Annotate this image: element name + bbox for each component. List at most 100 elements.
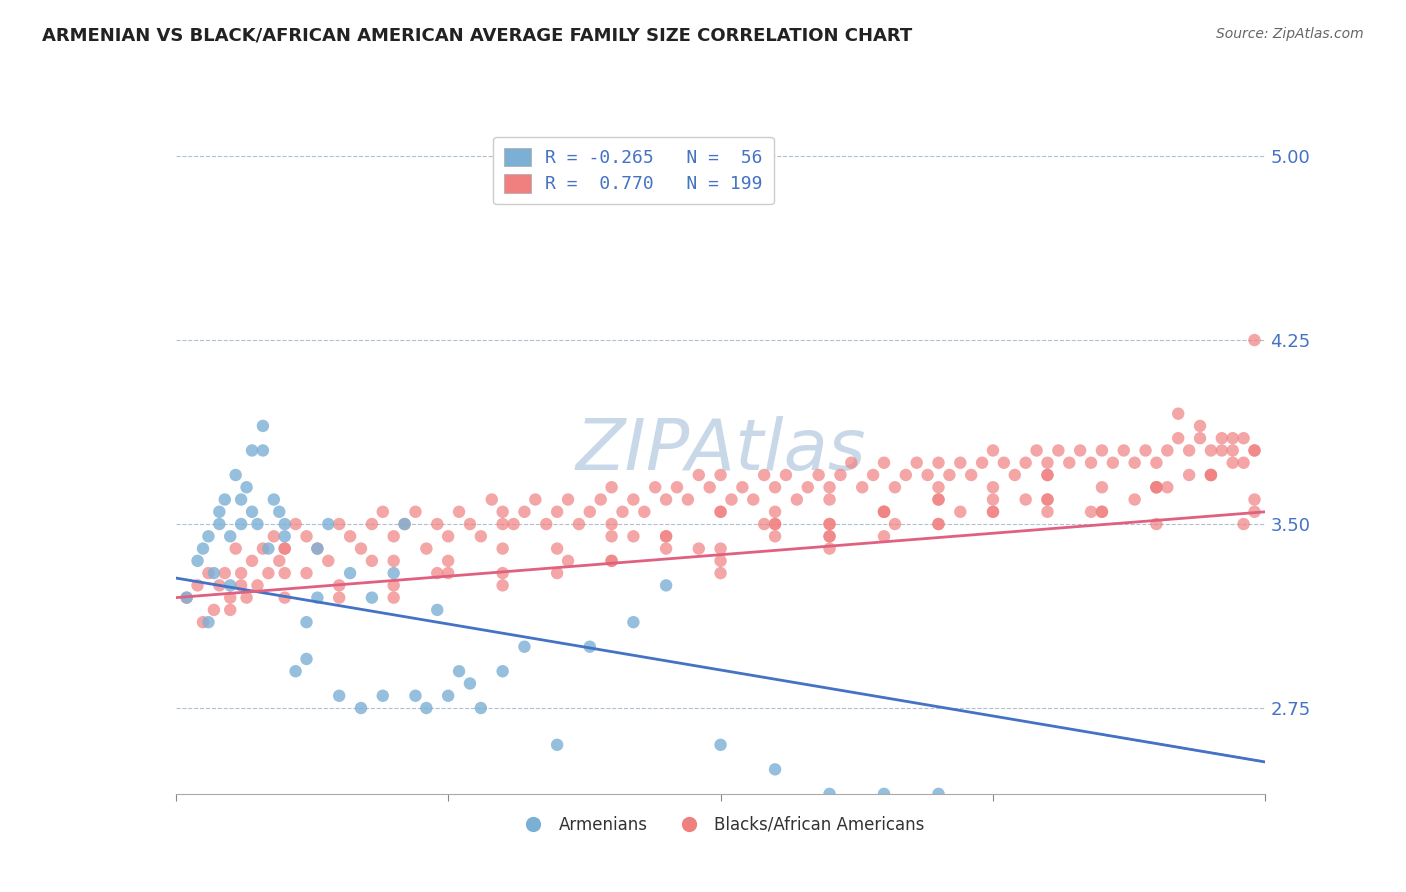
Point — [655, 529, 678, 543]
Point — [274, 516, 297, 531]
Point — [873, 787, 896, 801]
Point — [851, 480, 873, 494]
Point — [447, 664, 470, 679]
Point — [492, 664, 515, 679]
Point — [186, 554, 209, 568]
Point — [873, 505, 896, 519]
Point — [655, 492, 678, 507]
Point — [1091, 505, 1114, 519]
Point — [981, 492, 1004, 507]
Point — [426, 603, 449, 617]
Point — [993, 456, 1015, 470]
Point — [252, 541, 274, 556]
Point — [350, 541, 373, 556]
Point — [796, 480, 818, 494]
Point — [1091, 505, 1114, 519]
Point — [579, 505, 602, 519]
Point — [328, 578, 350, 592]
Point — [1036, 467, 1059, 482]
Point — [231, 566, 253, 581]
Point — [219, 603, 242, 617]
Point — [208, 578, 231, 592]
Point — [873, 505, 896, 519]
Point — [1057, 456, 1080, 470]
Point — [307, 591, 329, 605]
Point — [437, 554, 460, 568]
Point — [263, 492, 285, 507]
Point — [905, 456, 928, 470]
Point — [676, 492, 699, 507]
Point — [1135, 443, 1157, 458]
Point — [830, 467, 852, 482]
Point — [269, 554, 291, 568]
Point — [688, 467, 710, 482]
Point — [884, 516, 907, 531]
Point — [274, 541, 297, 556]
Point — [274, 566, 297, 581]
Point — [557, 492, 579, 507]
Point — [295, 566, 318, 581]
Point — [633, 505, 655, 519]
Point — [225, 467, 247, 482]
Point — [405, 689, 427, 703]
Point — [841, 456, 863, 470]
Point — [655, 529, 678, 543]
Point — [208, 505, 231, 519]
Point — [1189, 418, 1212, 433]
Point — [742, 492, 765, 507]
Point — [263, 529, 285, 543]
Point — [502, 516, 524, 531]
Point — [862, 467, 884, 482]
Point — [546, 566, 568, 581]
Point — [176, 591, 198, 605]
Point — [655, 578, 678, 592]
Point — [1232, 431, 1256, 445]
Point — [458, 516, 481, 531]
Point — [1199, 467, 1222, 482]
Point — [197, 615, 219, 630]
Point — [219, 578, 242, 592]
Point — [600, 529, 623, 543]
Legend: Armenians, Blacks/African Americans: Armenians, Blacks/African Americans — [510, 809, 931, 840]
Point — [1156, 443, 1178, 458]
Point — [437, 566, 460, 581]
Point — [1036, 505, 1059, 519]
Point — [568, 516, 591, 531]
Point — [246, 578, 269, 592]
Point — [382, 578, 405, 592]
Point — [1243, 333, 1265, 347]
Point — [426, 516, 449, 531]
Point — [394, 516, 416, 531]
Point — [225, 541, 247, 556]
Point — [1199, 467, 1222, 482]
Point — [1222, 456, 1244, 470]
Point — [513, 505, 536, 519]
Point — [328, 689, 350, 703]
Point — [981, 443, 1004, 458]
Point — [328, 516, 350, 531]
Point — [186, 578, 209, 592]
Point — [699, 480, 721, 494]
Point — [1144, 480, 1167, 494]
Point — [492, 578, 515, 592]
Point — [960, 467, 983, 482]
Point — [1211, 443, 1233, 458]
Point — [492, 541, 515, 556]
Point — [492, 566, 515, 581]
Point — [1091, 480, 1114, 494]
Point — [917, 467, 939, 482]
Point — [1144, 516, 1167, 531]
Point — [219, 591, 242, 605]
Point — [818, 529, 841, 543]
Point — [1036, 492, 1059, 507]
Point — [1222, 431, 1244, 445]
Point — [208, 516, 231, 531]
Point — [318, 554, 340, 568]
Point — [1211, 431, 1233, 445]
Point — [191, 615, 214, 630]
Point — [873, 529, 896, 543]
Point — [426, 566, 449, 581]
Point — [600, 554, 623, 568]
Point — [231, 492, 253, 507]
Point — [579, 640, 602, 654]
